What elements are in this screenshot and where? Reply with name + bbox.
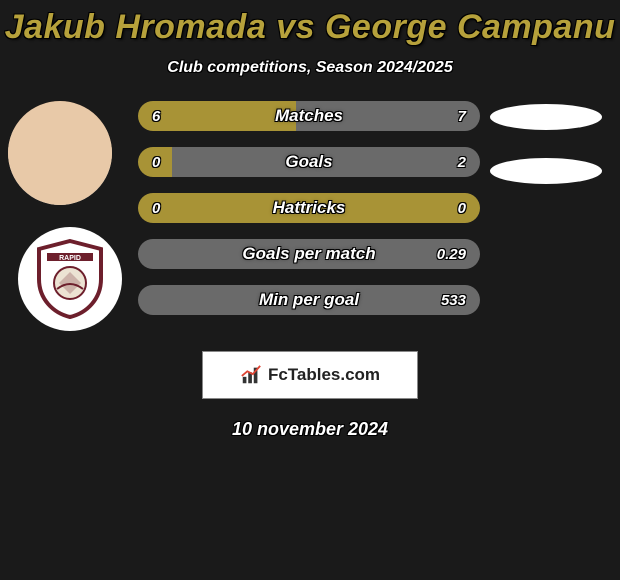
ellipse-indicator — [490, 158, 602, 184]
crest-wrapper: RAPID — [18, 227, 122, 331]
stat-value-player1: 0 — [138, 147, 174, 177]
svg-text:RAPID: RAPID — [59, 255, 81, 262]
stat-value-player2: 533 — [427, 285, 480, 315]
player2-name: George Campanu — [325, 8, 615, 46]
stat-row: Goals per match0.29 — [138, 239, 480, 269]
title-vs: vs — [276, 8, 315, 46]
player1-avatar — [8, 101, 112, 205]
player2-club-crest: RAPID — [18, 227, 122, 331]
stat-value-player2: 0.29 — [423, 239, 480, 269]
bar-chart-icon — [240, 364, 262, 386]
shield-icon: RAPID — [35, 239, 105, 319]
player1-name: Jakub Hromada — [5, 8, 267, 46]
stat-bars: Matches67Goals02Hattricks00Goals per mat… — [138, 101, 480, 331]
stat-value-player2: 0 — [444, 193, 480, 223]
stat-bar-player2 — [172, 147, 480, 177]
stat-row: Hattricks00 — [138, 193, 480, 223]
subtitle: Club competitions, Season 2024/2025 — [0, 59, 620, 77]
date-text: 10 november 2024 — [0, 419, 620, 440]
stat-row: Matches67 — [138, 101, 480, 131]
stat-value-player2: 2 — [444, 147, 480, 177]
stat-value-player1: 6 — [138, 101, 174, 131]
stat-row: Goals02 — [138, 147, 480, 177]
stat-row: Min per goal533 — [138, 285, 480, 315]
logo-text: FcTables.com — [268, 365, 380, 385]
page-title: Jakub Hromada vs George Campanu — [0, 0, 620, 47]
player1-face-placeholder — [8, 101, 112, 205]
stat-value-player1: 0 — [138, 193, 174, 223]
stat-value-player2: 7 — [444, 101, 480, 131]
ellipse-indicator — [490, 104, 602, 130]
fctables-logo[interactable]: FcTables.com — [202, 351, 418, 399]
comparison-panel: RAPID Matches67Goals02Hattricks00Goals p… — [0, 105, 620, 335]
stat-bar-player1 — [138, 193, 480, 223]
right-ellipse-column — [490, 98, 602, 184]
